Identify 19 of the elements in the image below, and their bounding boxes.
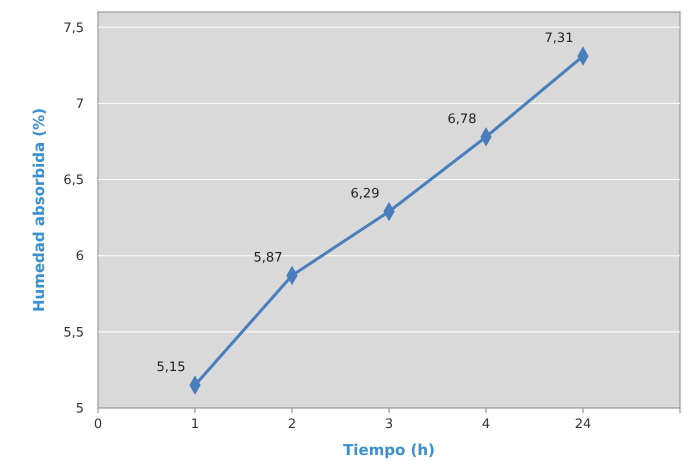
data-label: 5,87 xyxy=(254,250,282,266)
data-label: 6,78 xyxy=(448,112,476,127)
y-tick-label: 5 xyxy=(76,402,84,417)
data-label: 6,29 xyxy=(350,186,380,202)
x-tick-label: 24 xyxy=(574,417,592,432)
y-tick-label: 7,5 xyxy=(63,20,84,36)
data-label: 7,31 xyxy=(544,31,574,46)
x-axis-title: Tiempo (h) xyxy=(343,441,435,459)
x-tick-label: 2 xyxy=(288,417,296,432)
y-axis-title: Humedad absorbida (%) xyxy=(30,108,48,312)
x-tick-label: 4 xyxy=(482,417,490,432)
data-label: 5,15 xyxy=(156,360,186,376)
y-tick-label: 5,5 xyxy=(63,325,84,340)
y-tick-label: 7 xyxy=(76,96,84,112)
y-tick-label: 6 xyxy=(76,249,84,264)
y-tick-label: 6,5 xyxy=(63,173,84,188)
x-tick-label: 1 xyxy=(190,417,200,432)
x-tick-label: 3 xyxy=(384,417,394,432)
x-tick-label: 0 xyxy=(94,417,102,432)
